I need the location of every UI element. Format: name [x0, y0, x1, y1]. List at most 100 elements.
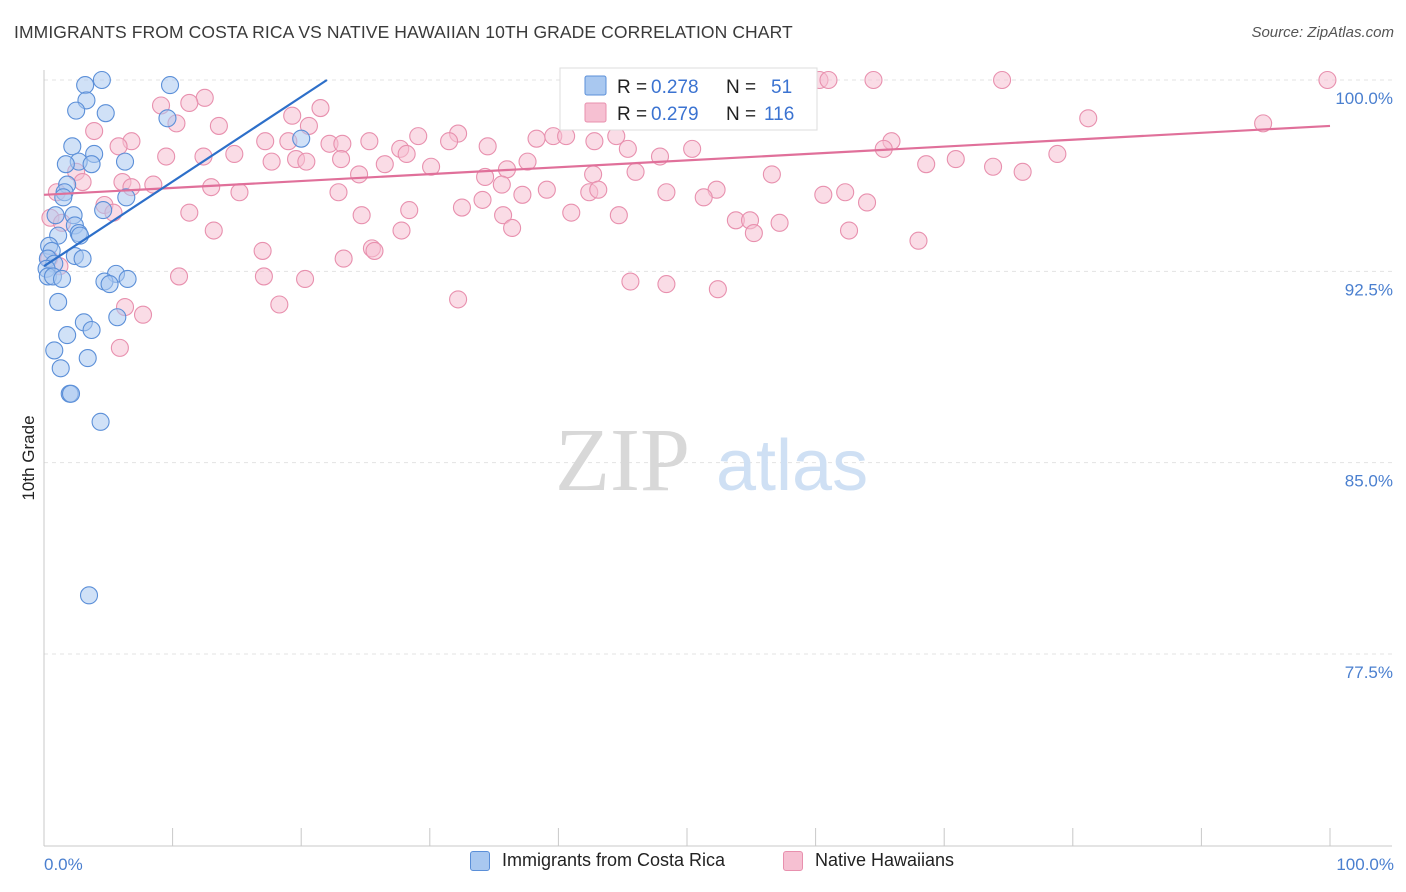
- native-hawaiians-point: [157, 147, 176, 166]
- bottom-legend-item-native-hawaiians[interactable]: Native Hawaiians: [783, 850, 954, 871]
- native-hawaiians-point: [397, 144, 416, 164]
- costa-rica-point: [100, 275, 119, 294]
- native-hawaiians-point: [296, 269, 315, 289]
- native-hawaiians-point: [449, 290, 468, 309]
- costa-rica-point: [158, 109, 177, 128]
- native-hawaiians-point: [204, 221, 223, 240]
- grid-lines: [44, 79, 1392, 655]
- x-tick-label-min: 0.0%: [44, 855, 83, 874]
- native-hawaiians-point: [864, 70, 883, 90]
- native-hawaiians-point: [492, 175, 511, 194]
- native-hawaiians-point: [225, 144, 244, 164]
- y-tick-labels: 77.5% 85.0% 92.5% 100.0%: [1335, 89, 1393, 682]
- costa-rica-point: [108, 308, 127, 327]
- costa-rica-point: [61, 384, 81, 403]
- costa-rica-point: [91, 412, 110, 431]
- bottom-legend-swatch-blue: [470, 850, 490, 871]
- native-hawaiians-point: [585, 132, 604, 151]
- native-hawaiians-point: [365, 241, 384, 260]
- native-hawaiians-point: [85, 121, 104, 141]
- costa-rica-point: [63, 137, 82, 156]
- native-hawaiians-point: [375, 155, 394, 174]
- native-hawaiians-point: [946, 150, 965, 169]
- costa-rica-point: [67, 101, 86, 120]
- costa-rica-point: [82, 320, 101, 340]
- y-axis-label: 10th Grade: [19, 415, 38, 500]
- costa-rica-point: [117, 188, 136, 207]
- legend-n-value-2: 116: [764, 104, 794, 125]
- legend-box: R = 0.278 N = 51 R = 0.279 N = 116: [559, 67, 818, 131]
- costa-rica-point: [58, 326, 77, 345]
- native-hawaiians-point: [256, 132, 275, 151]
- bottom-legend-item-costa-rica[interactable]: Immigrants from Costa Rica: [470, 850, 725, 871]
- costa-rica-point: [45, 341, 64, 360]
- native-hawaiians-point: [422, 157, 441, 176]
- costa-rica-point: [82, 155, 101, 174]
- native-hawaiians-point: [329, 183, 348, 202]
- native-hawaiians-trend-line: [43, 124, 1331, 196]
- costa-rica-point: [115, 152, 135, 171]
- native-hawaiians-point: [744, 224, 763, 243]
- native-hawaiians-point: [311, 99, 330, 118]
- y-tick-label: 100.0%: [1335, 89, 1393, 108]
- costa-rica-point: [51, 359, 70, 378]
- native-hawaiians-point: [836, 183, 855, 202]
- native-hawaiians-point: [473, 190, 492, 209]
- native-hawaiians-point: [1048, 144, 1067, 164]
- native-hawaiians-point: [332, 150, 351, 169]
- costa-rica-point: [92, 70, 111, 90]
- chart-title: IMMIGRANTS FROM COSTA RICA VS NATIVE HAW…: [14, 22, 793, 42]
- bottom-legend-label-native-hawaiians: Native Hawaiians: [815, 850, 955, 870]
- native-hawaiians-point: [562, 203, 581, 222]
- native-hawaiians-point: [494, 206, 513, 225]
- costa-rica-point: [118, 269, 137, 289]
- legend-r-value-1: 0.278: [651, 77, 699, 98]
- native-hawaiians-point: [476, 167, 495, 186]
- costa-rica-point: [56, 155, 75, 174]
- x-axis-ticks: [43, 828, 1331, 846]
- costa-rica-point: [160, 76, 180, 95]
- y-tick-label: 92.5%: [1345, 280, 1393, 299]
- native-hawaiians-point: [527, 129, 546, 148]
- costa-rica-point: [49, 292, 68, 311]
- y-tick-label: 77.5%: [1345, 663, 1393, 682]
- costa-rica-point: [46, 206, 65, 225]
- source-label: Source: ZipAtlas.com: [1251, 24, 1394, 41]
- native-hawaiians-point: [503, 218, 522, 238]
- legend-r-label-1: R =: [617, 77, 647, 98]
- legend-n-value-1: 51: [771, 77, 792, 98]
- native-hawaiians-point: [109, 137, 128, 156]
- legend-r-value-2: 0.279: [651, 104, 699, 125]
- native-hawaiians-point: [360, 132, 379, 151]
- native-hawaiians-point: [209, 116, 228, 135]
- costa-rica-point: [76, 76, 95, 95]
- native-hawaiians-point: [400, 201, 419, 220]
- native-hawaiians-point: [618, 139, 637, 158]
- native-hawaiians-point: [770, 213, 789, 232]
- native-hawaiians-point: [819, 70, 838, 90]
- native-hawaiians-point: [762, 165, 781, 184]
- native-hawaiians-point: [262, 152, 281, 171]
- costa-rica-point: [94, 201, 113, 220]
- native-hawaiians-point: [297, 152, 316, 171]
- native-hawaiians-point: [352, 206, 371, 225]
- native-hawaiians-point: [283, 106, 302, 125]
- watermark-zip: ZIP: [555, 411, 690, 510]
- costa-rica-point: [73, 249, 92, 268]
- native-hawaiians-point: [452, 198, 472, 217]
- native-hawaiians-point: [169, 267, 189, 286]
- costa-rica-point: [52, 269, 72, 289]
- native-hawaiians-point: [917, 155, 936, 174]
- costa-rica-point: [78, 349, 97, 368]
- native-hawaiians-point: [195, 88, 214, 107]
- native-hawaiians-point: [839, 221, 859, 240]
- costa-rica-point: [96, 104, 115, 123]
- native-hawaiians-point: [409, 127, 428, 146]
- native-hawaiians-point: [230, 183, 249, 202]
- native-hawaiians-point: [1318, 70, 1337, 90]
- native-hawaiians-point: [993, 70, 1012, 90]
- native-hawaiians-point: [626, 162, 645, 181]
- native-hawaiians-point: [180, 203, 199, 222]
- native-hawaiians-point: [657, 275, 676, 294]
